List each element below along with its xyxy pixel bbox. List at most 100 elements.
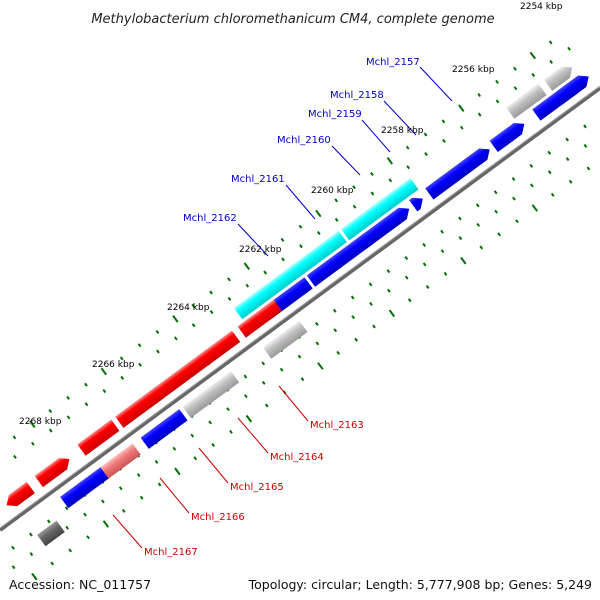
- tick-mark: [422, 262, 427, 267]
- blue-gene-2[interactable]: [358, 203, 413, 249]
- red-gene-0[interactable]: [2, 481, 35, 511]
- tick-mark: [12, 435, 17, 440]
- blue-gene-7[interactable]: [553, 76, 586, 105]
- leader-line: [285, 184, 316, 220]
- gene-label-mchl-2157[interactable]: Mchl_2157: [366, 57, 420, 68]
- tick-mark: [565, 137, 570, 142]
- gray-gene-bottom-0[interactable]: [182, 371, 240, 419]
- tick-mark: [211, 443, 215, 447]
- tick-mark: [479, 245, 484, 250]
- gray-gene-bottom-1[interactable]: [262, 320, 308, 359]
- tick-mark: [493, 190, 498, 195]
- tick-mark: [84, 382, 88, 387]
- tick-mark: [83, 512, 87, 517]
- tick-mark: [263, 270, 268, 275]
- kbp-label-2266: 2266 kbp: [92, 360, 135, 370]
- tick-mark: [372, 324, 376, 329]
- tick-mark: [386, 157, 394, 165]
- tick-mark: [352, 185, 356, 190]
- blue-gene-bottom-0[interactable]: [60, 466, 111, 509]
- gene-label-mchl-2166[interactable]: Mchl_2166: [191, 512, 245, 523]
- gene-label-mchl-2163[interactable]: Mchl_2163: [310, 420, 364, 431]
- tick-mark: [136, 473, 141, 478]
- map-title: Methylobacterium chloromethanicum CM4, c…: [91, 12, 494, 27]
- tick-mark: [567, 46, 571, 51]
- tick-mark: [138, 362, 142, 367]
- tick-mark: [172, 446, 177, 451]
- red-gene-1[interactable]: [34, 453, 74, 488]
- gene-label-mchl-2164[interactable]: Mchl_2164: [270, 452, 324, 463]
- tick-mark: [495, 99, 500, 104]
- gene-label-mchl-2162[interactable]: Mchl_2162: [183, 213, 237, 224]
- tick-mark: [48, 409, 53, 413]
- tick-mark: [458, 216, 462, 221]
- tick-mark: [84, 402, 89, 407]
- tick-mark: [334, 198, 339, 203]
- dark-gene[interactable]: [37, 520, 65, 547]
- tick-mark: [512, 196, 516, 201]
- gene-label-mchl-2158[interactable]: Mchl_2158: [330, 90, 384, 101]
- kbp-label-2264: 2264 kbp: [167, 303, 210, 313]
- tick-mark: [300, 377, 305, 382]
- blue-gene-1[interactable]: [306, 228, 380, 287]
- leader-line: [237, 223, 269, 257]
- tick-mark: [369, 301, 373, 306]
- tick-mark: [279, 367, 284, 372]
- red-gene-2[interactable]: [77, 419, 120, 456]
- tick-mark: [66, 395, 70, 400]
- tick-mark: [423, 132, 428, 137]
- tick-mark: [405, 145, 410, 150]
- tick-mark: [354, 337, 359, 342]
- tick-mark: [386, 269, 391, 274]
- tick-mark: [586, 166, 591, 171]
- tick-mark: [155, 330, 160, 334]
- tick-mark: [64, 506, 69, 511]
- tick-mark: [245, 283, 250, 288]
- gene-label-mchl-2161[interactable]: Mchl_2161: [231, 174, 285, 185]
- tick-mark: [336, 350, 341, 355]
- tick-mark: [443, 271, 448, 276]
- gene-label-mchl-2160[interactable]: Mchl_2160: [277, 135, 331, 146]
- tick-mark: [406, 165, 411, 170]
- tick-mark: [476, 222, 481, 227]
- gene-label-mchl-2165[interactable]: Mchl_2165: [230, 482, 284, 493]
- pink-gene[interactable]: [100, 443, 141, 479]
- highlight-gene-1[interactable]: [340, 178, 419, 241]
- tick-mark: [529, 51, 537, 60]
- blue-gene-5[interactable]: [489, 118, 529, 153]
- leader-line: [383, 100, 417, 136]
- red-gene-6[interactable]: [237, 299, 283, 338]
- blue-gene-3[interactable]: [409, 193, 427, 212]
- gray-gene-top-1[interactable]: [543, 62, 576, 91]
- tick-mark: [281, 257, 285, 262]
- backbone-circle-arc: [0, 86, 600, 532]
- blue-gene-bottom-1[interactable]: [140, 409, 188, 449]
- tick-mark: [425, 285, 430, 289]
- tick-mark: [458, 236, 463, 241]
- tick-mark: [440, 249, 445, 254]
- highlight-gene-0[interactable]: [233, 230, 347, 320]
- tick-mark: [531, 204, 539, 212]
- tick-mark: [475, 203, 480, 208]
- tick-mark: [261, 380, 266, 385]
- tick-mark: [137, 343, 142, 348]
- tick-mark: [68, 548, 72, 553]
- tick-mark: [264, 403, 269, 408]
- tick-mark: [227, 277, 231, 282]
- tick-mark: [315, 341, 320, 346]
- blue-gene-4[interactable]: [425, 144, 494, 200]
- tick-mark: [156, 349, 160, 354]
- kbp-label-2256: 2256 kbp: [452, 65, 495, 75]
- tick-mark: [386, 288, 391, 293]
- red-gene-4[interactable]: [147, 352, 211, 405]
- gray-gene-top-0[interactable]: [506, 83, 547, 119]
- gene-label-mchl-2159[interactable]: Mchl_2159: [308, 109, 362, 120]
- gene-label-mchl-2167[interactable]: Mchl_2167: [144, 547, 198, 558]
- label-leader-lines: [112, 66, 453, 549]
- tick-mark: [191, 323, 196, 328]
- tick-mark: [440, 229, 444, 234]
- leader-line: [419, 66, 453, 102]
- red-gene-5[interactable]: [199, 330, 241, 366]
- tick-mark: [46, 519, 51, 524]
- tick-mark: [227, 296, 232, 301]
